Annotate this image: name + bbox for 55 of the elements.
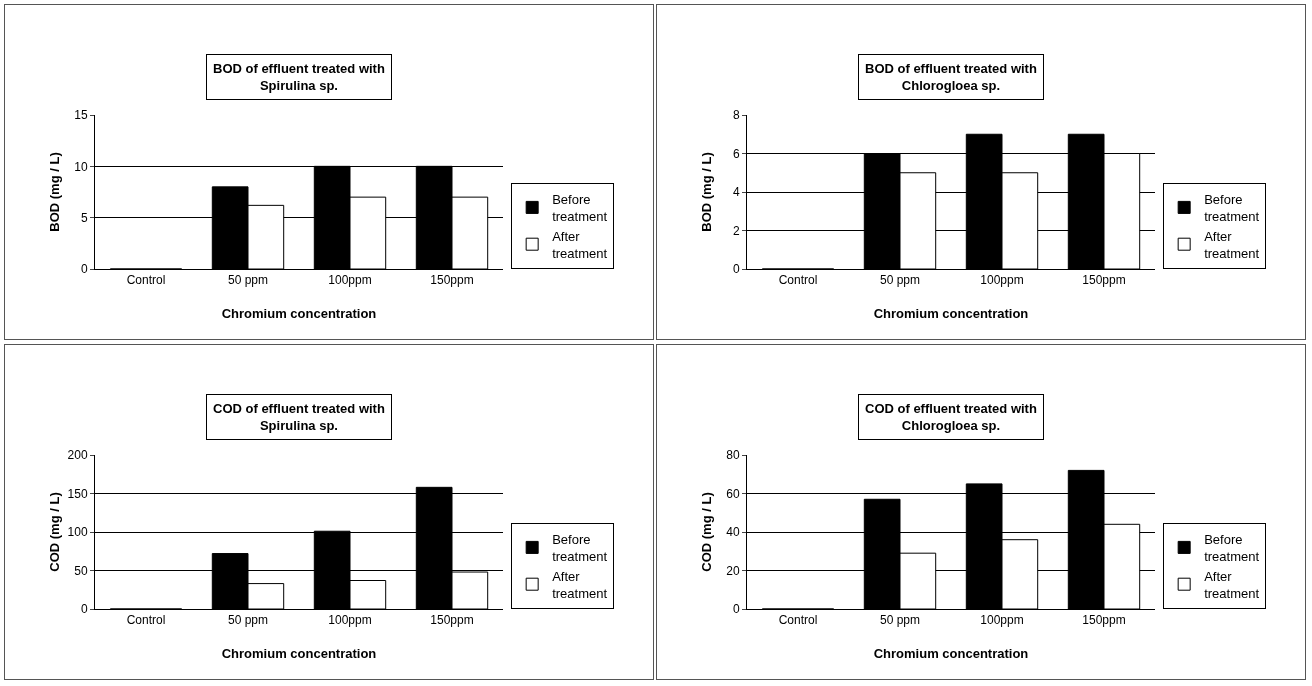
y-tick-label: 150 — [67, 486, 88, 501]
y-axis-title: COD (mg / L) — [699, 492, 714, 572]
x-tick-label: 50 ppm — [879, 273, 921, 288]
y-tick-label: 0 — [80, 262, 88, 277]
x-tick-label: 50 ppm — [879, 613, 921, 628]
legend-label: After treatment — [1204, 228, 1260, 261]
y-tick-label: 0 — [732, 262, 740, 277]
legend-label: Before treatment — [1204, 532, 1260, 564]
y-tick-label: 6 — [732, 146, 740, 161]
y-tick-label: 10 — [74, 159, 88, 174]
legend-label: After treatment — [1204, 568, 1260, 601]
y-tick-label: 40 — [726, 525, 740, 540]
chart-title: COD of effluent treated with Spirulina sp. — [213, 401, 385, 433]
y-tick-label: 0 — [732, 602, 740, 617]
x-axis-title: Chromium concentration — [221, 306, 377, 321]
x-axis-title: Chromium concentration — [873, 646, 1029, 661]
x-tick-label: 50 ppm — [227, 273, 269, 288]
legend-label: After treatment — [552, 568, 608, 601]
x-tick-label: 150ppm — [430, 613, 474, 628]
legend-label: After treatment — [552, 228, 608, 261]
x-tick-label: 100ppm — [328, 613, 372, 628]
y-tick-label: 2 — [732, 223, 740, 238]
x-tick-label: Control — [778, 273, 818, 288]
y-tick-label: 15 — [74, 108, 88, 123]
x-tick-label: Control — [126, 273, 166, 288]
y-tick-label: 100 — [67, 525, 88, 540]
chart-title: BOD of effluent treated with Spirulina sp. — [213, 61, 385, 93]
chart-title: COD of effluent treated with Chlorogloea sp. — [865, 401, 1037, 433]
y-tick-label: 20 — [726, 563, 740, 578]
x-tick-label: 100ppm — [980, 273, 1024, 288]
x-tick-label: 150ppm — [430, 273, 474, 288]
y-tick-label: 4 — [732, 185, 740, 200]
x-tick-label: Control — [126, 613, 166, 628]
legend-label: Before treatment — [552, 192, 608, 224]
y-tick-label: 0 — [80, 602, 88, 617]
x-tick-label: 150ppm — [1082, 613, 1126, 628]
y-axis-title: BOD (mg / L) — [47, 152, 62, 232]
y-tick-label: 80 — [726, 448, 740, 463]
y-tick-label: 8 — [732, 108, 740, 123]
x-axis-title: Chromium concentration — [221, 646, 377, 661]
x-tick-label: 50 ppm — [227, 613, 269, 628]
legend-label: Before treatment — [552, 532, 608, 564]
y-tick-label: 200 — [67, 448, 88, 463]
x-axis-title: Chromium concentration — [873, 306, 1029, 321]
y-axis-title: BOD (mg / L) — [699, 152, 714, 232]
legend-label: Before treatment — [1204, 192, 1260, 224]
x-tick-label: 100ppm — [328, 273, 372, 288]
x-tick-label: 150ppm — [1082, 273, 1126, 288]
x-tick-label: 100ppm — [980, 613, 1024, 628]
y-axis-title: COD (mg / L) — [47, 492, 62, 572]
chart-title: BOD of effluent treated with Chlorogloea sp. — [865, 61, 1037, 93]
y-tick-label: 5 — [80, 210, 88, 225]
y-tick-label: 60 — [726, 486, 740, 501]
x-tick-label: Control — [778, 613, 818, 628]
y-tick-label: 50 — [74, 563, 88, 578]
